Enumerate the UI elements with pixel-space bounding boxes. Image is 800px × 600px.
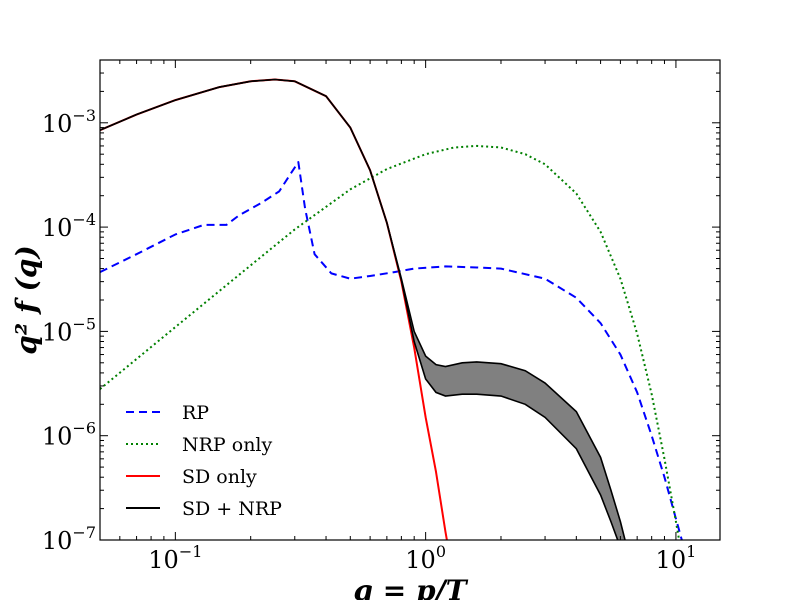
y-tick-label: 10−7 xyxy=(42,523,96,555)
y-tick-label: 10−3 xyxy=(42,106,96,138)
data-layer xyxy=(100,78,683,540)
y-tick-label: 10−4 xyxy=(42,210,96,242)
y-tick-label: 10−6 xyxy=(42,419,96,451)
legend-label-sd-only: SD only xyxy=(182,466,257,488)
x-axis-label: q = p/T xyxy=(353,574,468,600)
series-rp-line xyxy=(100,161,683,540)
legend: RP NRP only SD only SD + NRP xyxy=(126,402,282,520)
series-sd-nrp-lower-line xyxy=(100,78,619,540)
x-tick-label: 100 xyxy=(405,542,446,574)
tick-layer: 10−1 100 101 10−7 10−6 10−5 10−4 10−3 xyxy=(42,60,720,574)
y-axis-label: q² f (q) xyxy=(10,245,43,354)
legend-label-nrp-only: NRP only xyxy=(182,434,273,456)
legend-label-rp: RP xyxy=(182,402,209,424)
x-tick-label: 101 xyxy=(656,542,697,574)
label-layer: q = p/T q² f (q) xyxy=(10,245,469,600)
series-nrp-only-line xyxy=(100,144,681,540)
y-tick-label: 10−5 xyxy=(42,314,96,346)
legend-label-sd-nrp: SD + NRP xyxy=(182,498,282,520)
x-tick-label: 10−1 xyxy=(148,542,202,574)
